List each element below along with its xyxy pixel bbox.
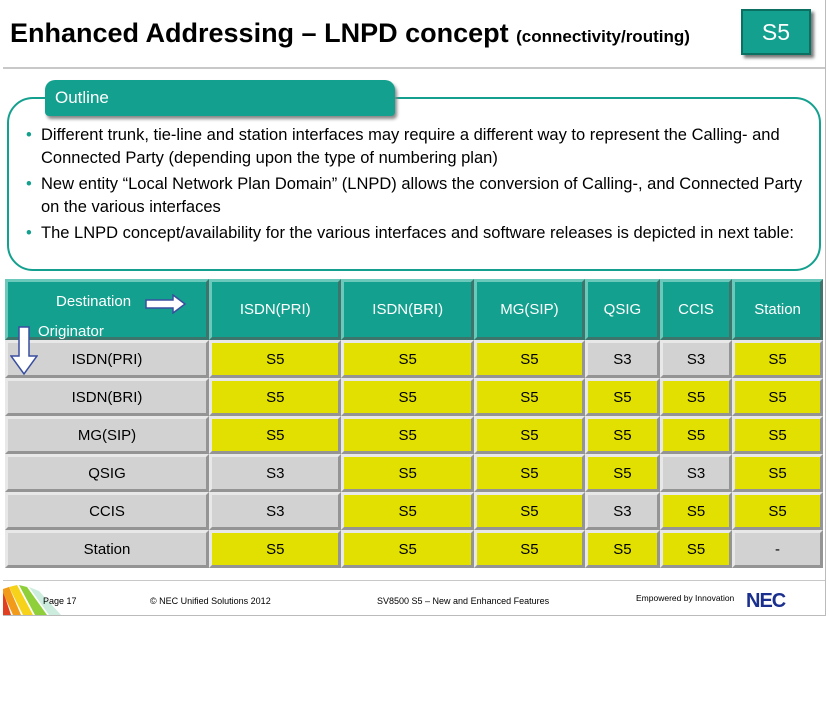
bullet-dot-icon: •	[26, 175, 32, 193]
table-cell: S5	[659, 378, 733, 416]
tagline: Empowered by Innovation	[636, 593, 735, 603]
table-cell: S5	[473, 530, 585, 568]
table-row: ISDN(PRI) S5 S5 S5 S3 S3 S5	[5, 340, 823, 378]
table-cell: S5	[659, 416, 733, 454]
col-header: ISDN(BRI)	[341, 279, 474, 340]
table-row: CCIS S3 S5 S5 S3 S5 S5	[5, 492, 823, 530]
bullet-dot-icon: •	[26, 126, 32, 144]
lnpd-table: Destination Originator ISDN(PRI) ISDN(BR…	[5, 279, 823, 568]
bullet-item: • Different trunk, tie-line and station i…	[26, 126, 780, 167]
col-header: ISDN(PRI)	[209, 279, 342, 340]
row-header: Station	[5, 530, 209, 568]
table-cell: S5	[473, 416, 585, 454]
table-cell: S5	[341, 492, 474, 530]
outline-panel	[7, 97, 821, 271]
table-cell: S5	[341, 378, 474, 416]
table-cell: S5	[732, 378, 823, 416]
col-header: MG(SIP)	[473, 279, 585, 340]
table-cell: S5	[732, 454, 823, 492]
table-cell: S3	[659, 340, 733, 378]
doc-title: SV8500 S5 – New and Enhanced Features	[377, 596, 550, 606]
copyright: © NEC Unified Solutions 2012	[150, 596, 271, 606]
table-cell: S5	[732, 340, 823, 378]
table-cell: S5	[659, 530, 733, 568]
table-cell: S5	[341, 530, 474, 568]
slide: Enhanced Addressing – LNPD concept (conn…	[3, 0, 826, 616]
table-corner-cell: Destination Originator	[5, 279, 209, 340]
table-row: Station S5 S5 S5 S5 S5-	[5, 530, 823, 568]
bullet-dot-icon: •	[26, 224, 32, 242]
outline-tab: Outline	[45, 80, 395, 116]
table-cell: S5	[584, 378, 660, 416]
outline-label: Outline	[55, 88, 109, 107]
col-header: Station	[732, 279, 823, 340]
col-header: QSIG	[584, 279, 660, 340]
table-cell: S3	[209, 492, 342, 530]
table-body: ISDN(PRI) S5 S5 S5 S3 S3 S5 ISDN(BRI) S5 S5 S5 S5 S5…	[5, 340, 823, 568]
title-divider	[3, 67, 825, 69]
table-cell: S5	[209, 530, 342, 568]
page-number: Page 17	[43, 596, 77, 606]
table-header-row: Destination Originator ISDN(PRI) ISDN(BR…	[5, 279, 823, 340]
down-arrow-icon	[10, 326, 38, 376]
slide-title: Enhanced Addressing – LNPD concept (conn…	[10, 18, 690, 49]
table-row: MG(SIP) S5 S5 S5 S5 S5 S5	[5, 416, 823, 454]
footer-divider	[3, 580, 825, 581]
row-header: ISDN(PRI)	[5, 340, 209, 378]
table-cell: S5	[584, 454, 660, 492]
row-header: MG(SIP)	[5, 416, 209, 454]
table-cell: S3	[584, 340, 660, 378]
table-cell: S5	[584, 416, 660, 454]
table-cell: S3	[659, 454, 733, 492]
table-cell: S5	[209, 340, 342, 378]
destination-label: Destination	[56, 293, 132, 310]
table-cell: S5	[473, 454, 585, 492]
table-cell: S5	[473, 378, 585, 416]
bullet-item: • New entity “Local Network Plan Domain” …	[26, 175, 803, 216]
nec-logo: NEC	[746, 590, 786, 612]
table-cell: S5	[732, 416, 823, 454]
table-cell: S5	[209, 416, 342, 454]
row-header: QSIG	[5, 454, 209, 492]
release-badge: S5	[741, 9, 811, 55]
table-row: QSIG S3 S5 S5 S5 S3 S5	[5, 454, 823, 492]
col-header: CCIS	[659, 279, 733, 340]
right-arrow-icon	[145, 294, 187, 314]
table-cell: S5	[209, 378, 342, 416]
table-cell: S5	[732, 492, 823, 530]
title-main: Enhanced Addressing – LNPD concept	[10, 18, 509, 48]
table-cell: S5	[584, 530, 660, 568]
table-cell: S5	[341, 454, 474, 492]
table-row: ISDN(BRI) S5 S5 S5 S5 S5 S5	[5, 378, 823, 416]
title-sub: (connectivity/routing)	[516, 27, 690, 46]
row-header: ISDN(BRI)	[5, 378, 209, 416]
table-cell: S5	[473, 492, 585, 530]
table-cell: -	[732, 530, 823, 568]
table-cell: S5	[341, 416, 474, 454]
row-header: CCIS	[5, 492, 209, 530]
table-cell: S5	[473, 340, 585, 378]
table-cell: S5	[341, 340, 474, 378]
table-cell: S5	[659, 492, 733, 530]
footer: Page 17 © NEC Unified Solutions 2012 SV8…	[3, 581, 825, 615]
footer-stripes-icon	[3, 585, 61, 615]
outline-bullets: • Different trunk, tie-line and station i…	[23, 124, 813, 248]
table-cell: S3	[209, 454, 342, 492]
bullet-item: • The LNPD concept/availability for the v…	[23, 222, 813, 245]
originator-label: Originator	[38, 323, 104, 340]
table-cell: S3	[584, 492, 660, 530]
